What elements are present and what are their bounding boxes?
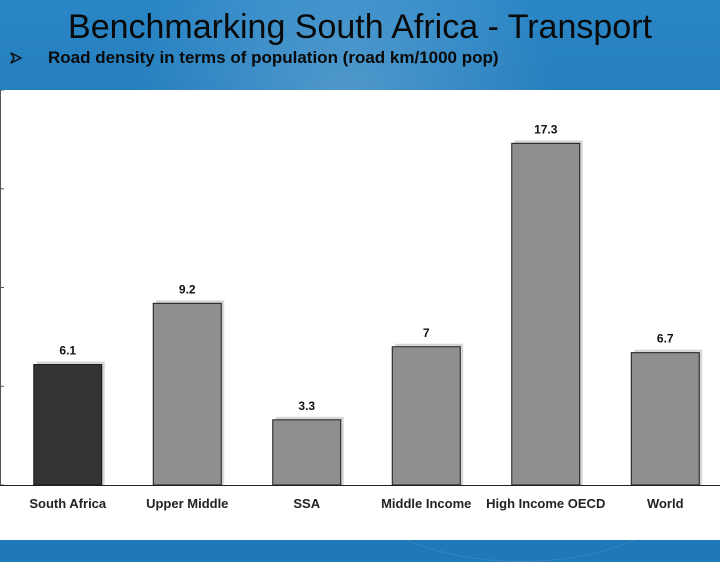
bar-0 bbox=[33, 364, 103, 486]
bar-1 bbox=[152, 302, 222, 486]
bar-3 bbox=[391, 346, 461, 486]
slide-title: Benchmarking South Africa - Transport bbox=[68, 8, 652, 46]
bar-value-label: 6.1 bbox=[59, 344, 76, 358]
bar-value-label: 7 bbox=[423, 326, 430, 340]
arrow-bullet-icon bbox=[8, 52, 40, 64]
bar-4 bbox=[511, 142, 581, 486]
x-tick-label: High Income OECD bbox=[486, 496, 605, 511]
x-tick-label: South Africa bbox=[29, 496, 107, 511]
bar-2 bbox=[272, 419, 342, 486]
bar-value-label: 3.3 bbox=[298, 399, 315, 413]
chart-panel: 6.1 South Africa 9.2 Upper Middle 3.3 SSA 7 Mid… bbox=[0, 90, 720, 540]
subtitle-bullet: Road density in terms of population (roa… bbox=[8, 46, 499, 70]
x-tick-label: SSA bbox=[293, 496, 320, 511]
x-tick-label: World bbox=[647, 496, 684, 511]
bar-chart: 6.1 South Africa 9.2 Upper Middle 3.3 SSA 7 Mid… bbox=[0, 90, 720, 511]
x-tick-label: Middle Income bbox=[381, 496, 471, 511]
slide-subtitle: Road density in terms of population (roa… bbox=[48, 48, 499, 67]
bar-value-label: 6.7 bbox=[657, 332, 674, 346]
x-tick-label: Upper Middle bbox=[146, 496, 228, 511]
bar-value-label: 17.3 bbox=[534, 122, 558, 136]
bar-value-label: 9.2 bbox=[179, 282, 196, 296]
bar-5 bbox=[630, 352, 700, 486]
